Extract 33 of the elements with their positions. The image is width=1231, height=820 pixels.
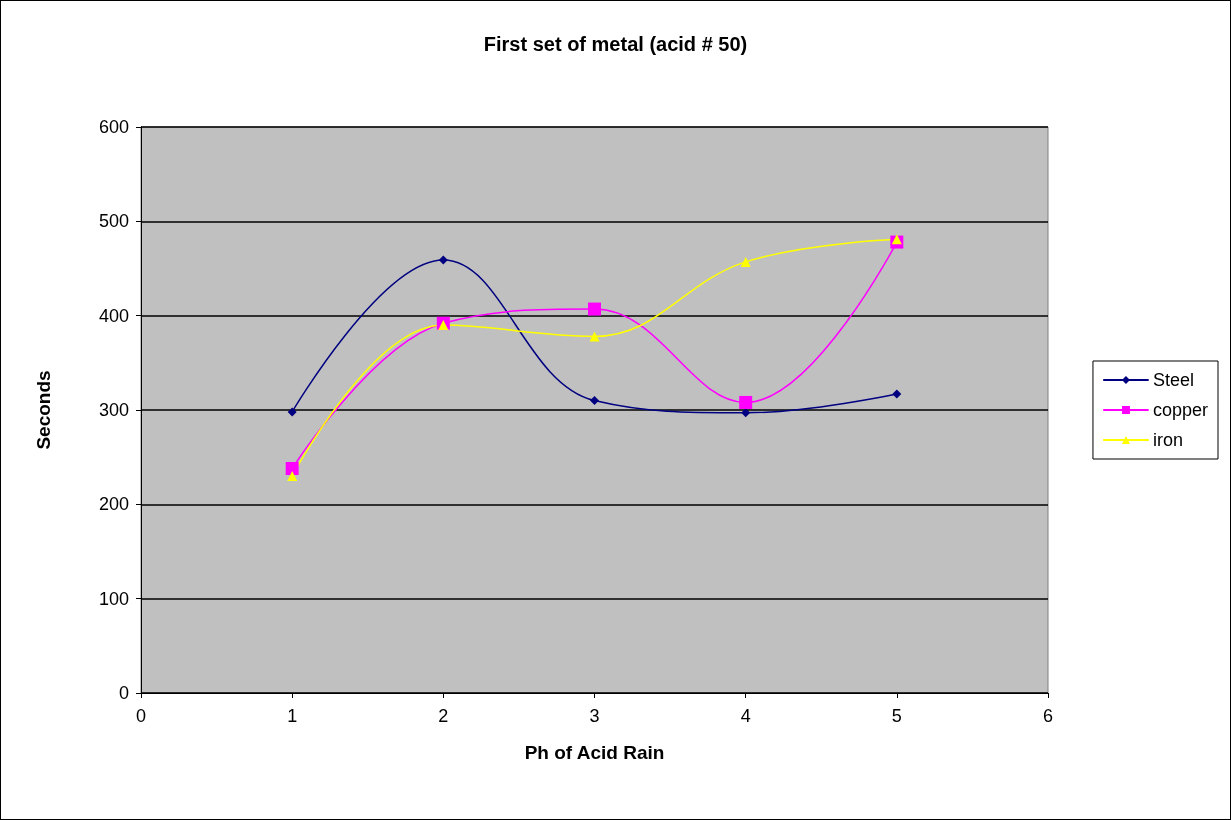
x-tick-label: 1 <box>287 706 298 726</box>
point <box>739 395 753 409</box>
x-tick-label: 3 <box>589 706 600 726</box>
point <box>287 471 298 482</box>
y-tick-label: 300 <box>98 400 129 420</box>
point <box>590 396 599 406</box>
x-tick-label: 5 <box>891 706 902 726</box>
y-tick-label: 200 <box>98 494 129 515</box>
point <box>287 407 297 417</box>
y-tick-label: 0 <box>118 683 129 703</box>
point <box>741 408 751 418</box>
point <box>588 302 601 316</box>
y-axis-title: Seconds <box>33 370 54 450</box>
legend-label: iron <box>1152 430 1183 450</box>
x-tick-label: 0 <box>135 706 147 726</box>
y-tick-label: 500 <box>98 211 129 232</box>
legend-label: copper <box>1152 400 1209 420</box>
y-tick-label: 100 <box>98 588 129 609</box>
point <box>285 461 299 475</box>
point <box>891 234 902 245</box>
y-tick-label: 400 <box>98 305 129 326</box>
x-axis-title: Ph of Acid Rain <box>524 742 665 763</box>
y-tick-label: 600 <box>98 117 129 137</box>
x-tick-label: 6 <box>1042 706 1054 726</box>
legend-label: Steel <box>1152 370 1194 390</box>
point <box>892 389 902 399</box>
point <box>740 256 751 267</box>
x-tick-label: 2 <box>438 706 449 726</box>
point <box>589 331 600 342</box>
x-tick-label: 4 <box>740 706 751 726</box>
chart-title: First set of metal (acid # 50) <box>483 33 748 55</box>
point <box>438 320 449 331</box>
point <box>438 255 448 265</box>
